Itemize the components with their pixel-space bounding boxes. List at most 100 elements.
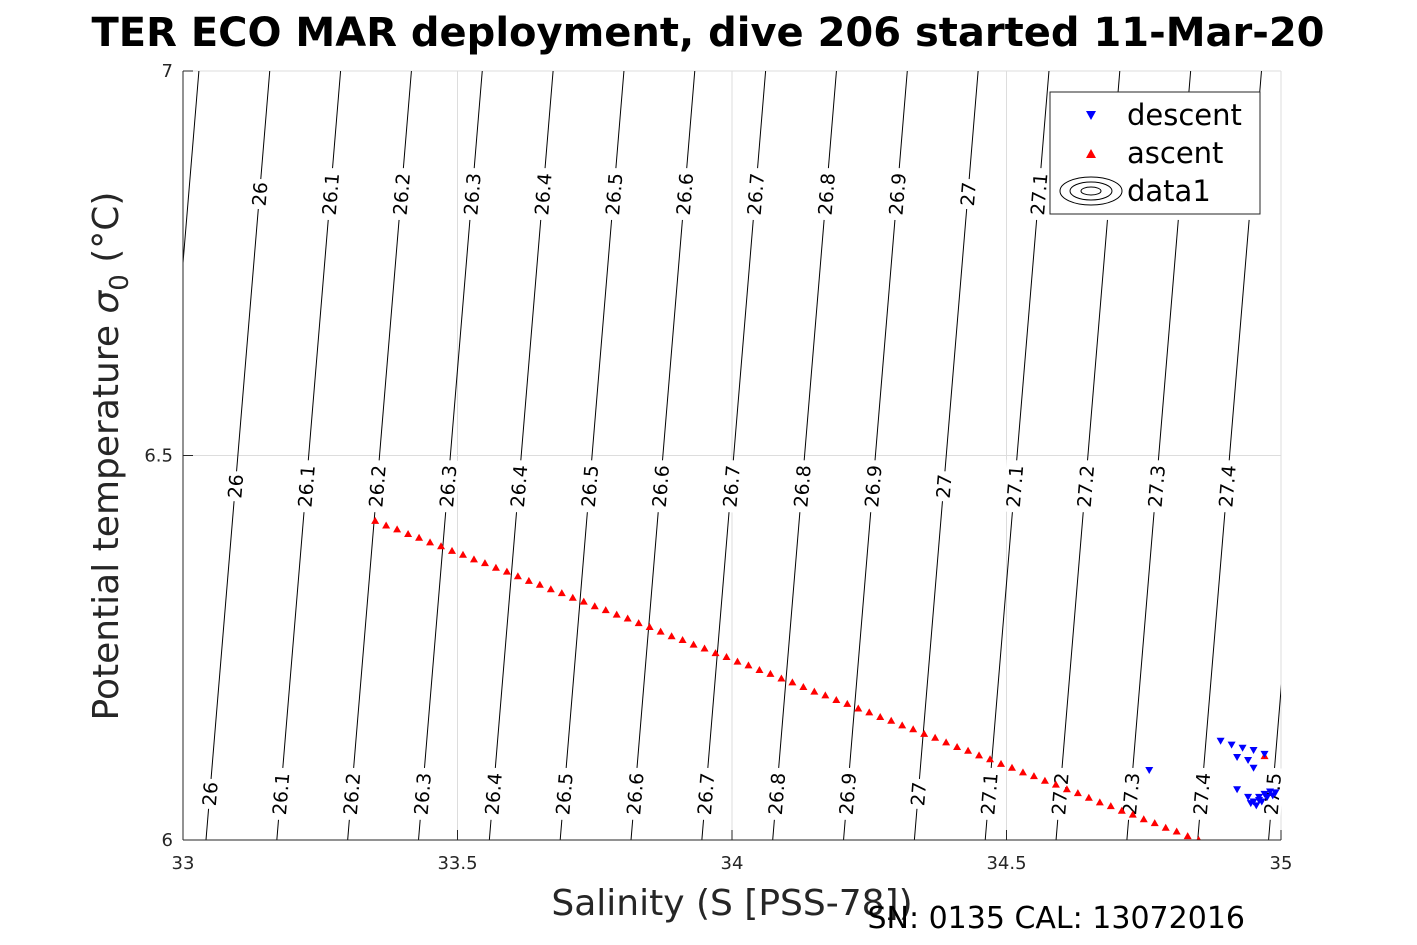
ascent-point [700,644,709,652]
isopycnal-label: 26.1 [318,167,344,221]
isopycnal-label-text: 26.1 [269,772,294,816]
ascent-point [865,708,874,716]
isopycnal-label-text: 26.1 [294,464,319,508]
isopycnal-label: 26.6 [622,767,649,821]
ascent-point [909,725,918,733]
ascent-point [997,759,1006,767]
isopycnal-label-bg [764,767,789,821]
isopycnal-label: 26.3 [410,767,436,821]
ascent-point [1040,776,1049,784]
y-axis-label-sub: 0 [105,274,135,291]
isopycnal-label: 26.4 [530,167,557,221]
isopycnal-label-text: 27.2 [1048,772,1073,816]
isopycnal-label-bg [506,459,531,513]
isopycnal-label-bg [198,778,222,810]
isopycnal-label-text: 26 [199,781,223,807]
isopycnal-label-text: 26.2 [365,464,390,508]
legend-data1-label: data1 [1127,174,1211,208]
x-tick-label: 35 [1270,853,1293,874]
ascent-point [656,627,665,635]
isopycnal-label-bg [884,167,910,221]
y-axis-label-sigma: σ [86,290,127,314]
isopycnal-label-bg [410,767,435,821]
isopycnal-label-bg [1214,459,1240,513]
svg-text:Potential temperature σ0 (°C): Potential temperature σ0 (°C) [86,192,135,721]
ascent-point [1161,823,1170,831]
ascent-point [975,751,984,759]
isopycnal-label: 26.5 [577,459,603,513]
ascent-point [382,521,391,529]
descent-point [1260,750,1269,758]
ascent-point [744,661,753,669]
ascent-point [1062,785,1071,793]
isopycnal-label-text: 27 [907,781,931,807]
isopycnal-label: 26.9 [860,459,887,513]
isopycnal-label-bg [1189,767,1214,821]
isopycnal-label-text: 26.4 [481,772,506,816]
isopycnal-label-bg [364,459,390,513]
isopycnal-label-bg [932,470,955,503]
isopycnal-label: 27.1 [1002,459,1028,513]
isopycnal-label-text: 26.6 [649,464,674,508]
isopycnal-label-text: 26.6 [673,172,698,216]
isopycnal-label-bg [389,167,414,221]
isopycnal-label-text: 26.7 [694,772,719,816]
isopycnal-label: 26.4 [481,767,507,821]
ascent-point [733,657,742,665]
isopycnal-label: 26.6 [672,167,698,221]
isopycnal-label-text: 26 [224,473,248,499]
isopycnal-label-bg [672,167,697,221]
ascent-point [810,687,819,695]
ascent-point [755,666,764,674]
descent-point [1145,767,1154,775]
isopycnal-label-text: 26 [249,181,273,207]
descent-point [1216,737,1225,745]
ascent-point [843,699,852,707]
ascent-point [437,542,446,550]
isopycnal-label-bg [339,767,364,821]
isopycnal-label: 27.4 [1189,767,1215,821]
isopycnal-label: 26.7 [743,167,769,221]
descent-point [1238,744,1247,752]
isopycnal-label: 26.7 [693,767,719,821]
isopycnal-label: 26.2 [364,459,391,513]
isopycnal-label-text: 26.5 [578,464,603,508]
x-tick-label: 34.5 [986,853,1026,874]
legend-contour-icon [1059,176,1123,206]
ascent-point [393,525,402,533]
isopycnal-label: 27.4 [1214,459,1241,513]
ascent-point [623,614,632,622]
isopycnal-label-text: 27.1 [1003,464,1028,508]
isopycnal-label-bg [481,767,506,821]
ascent-point [480,559,489,567]
isopycnal-label: 27 [906,778,931,810]
isopycnal-label-bg [601,167,626,221]
ascent-point [876,712,885,720]
descent-point [1233,753,1242,761]
ascent-point [854,704,863,712]
descent-point [1233,786,1242,794]
serial-calibration-footer: SN: 0135 CAL: 13072016 [867,901,1245,936]
ascent-point [612,610,621,618]
ascent-point [469,555,478,563]
isopycnal-label-bg [693,767,718,821]
isopycnal-label-text: 27.3 [1145,464,1170,508]
isopycnal-label: 26.5 [601,167,627,221]
ascent-point [898,721,907,729]
isopycnal-label-text: 27 [957,181,981,207]
ascent-point [1183,832,1192,840]
ascent-point [1106,802,1115,810]
isopycnal-label-text: 26.6 [623,772,648,816]
isopycnal-label-text: 26.3 [436,464,461,508]
descent-point [1255,797,1264,805]
ascent-point [448,546,457,554]
isopycnal-label: 27.3 [1144,459,1170,513]
isopycnal-label-text: 27.4 [1190,772,1215,816]
legend-ascent-marker [1086,149,1096,158]
isopycnal-label-text: 26.7 [744,172,769,216]
ascent-point [920,729,929,737]
isopycnal-label-bg [248,178,271,210]
isopycnal-label-text: 27.2 [1074,464,1099,508]
isopycnal-label-bg [789,459,815,513]
ascent-point [942,738,951,746]
